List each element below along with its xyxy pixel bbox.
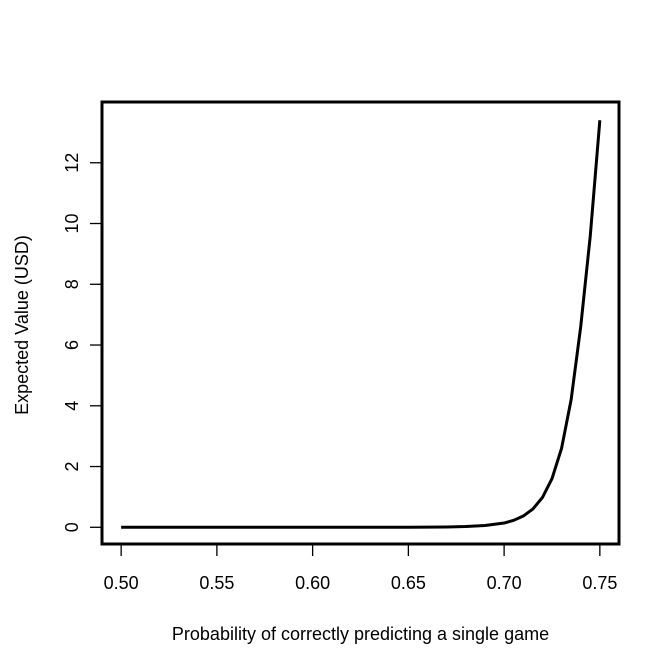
y-tick-label: 2 bbox=[62, 462, 82, 472]
y-tick-label: 8 bbox=[62, 279, 82, 289]
expected-value-line bbox=[121, 120, 602, 529]
x-axis-title: Probability of correctly predicting a si… bbox=[172, 624, 549, 644]
x-tick-label: 0.60 bbox=[295, 573, 330, 593]
y-tick-label: 6 bbox=[62, 340, 82, 350]
x-tick-label: 0.75 bbox=[582, 573, 617, 593]
y-axis-title: Expected Value (USD) bbox=[12, 235, 32, 415]
x-axis: 0.50 0.55 0.60 0.65 0.70 0.75 bbox=[104, 543, 617, 593]
y-tick-label: 12 bbox=[62, 153, 82, 173]
y-tick-label: 4 bbox=[62, 401, 82, 411]
x-tick-label: 0.50 bbox=[104, 573, 139, 593]
y-axis: 0 2 4 6 8 10 12 bbox=[62, 153, 103, 532]
y-tick-label: 0 bbox=[62, 522, 82, 532]
x-tick-label: 0.70 bbox=[487, 573, 522, 593]
x-tick-label: 0.65 bbox=[391, 573, 426, 593]
x-tick-label: 0.55 bbox=[199, 573, 234, 593]
y-tick-label: 10 bbox=[62, 213, 82, 233]
plot-layer bbox=[121, 120, 602, 529]
